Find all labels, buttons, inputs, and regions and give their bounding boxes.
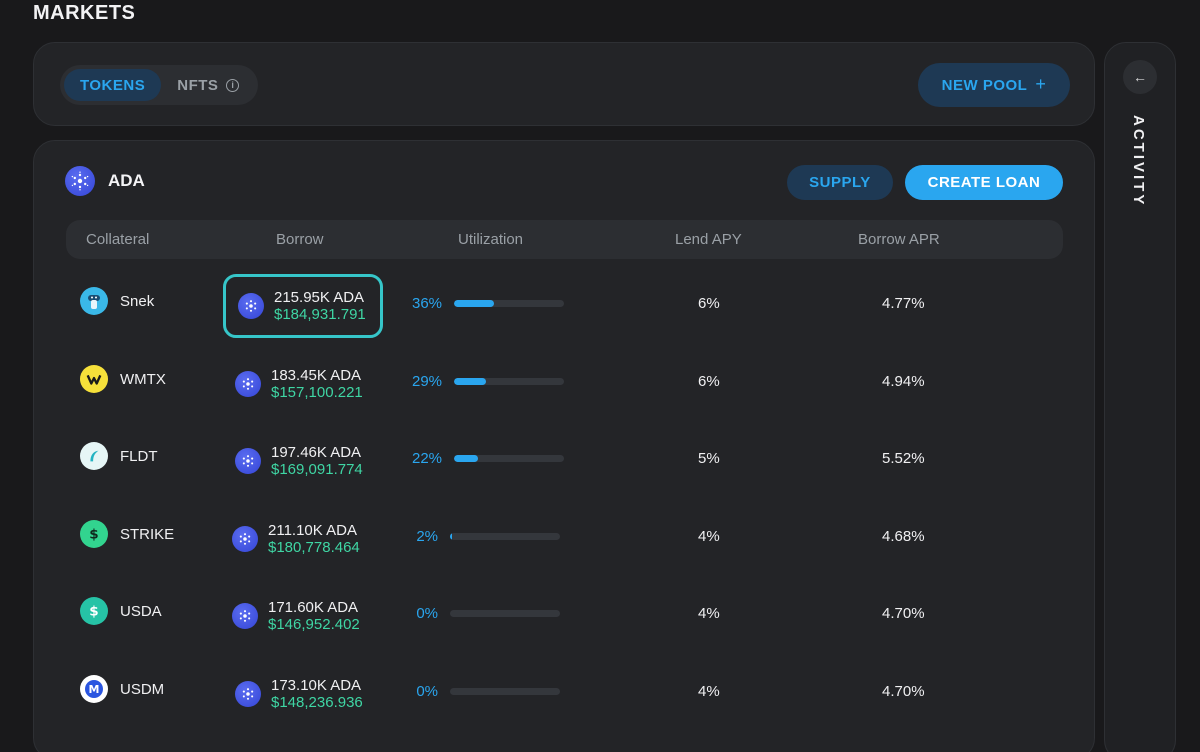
borrow-usd: $146,952.402 [268,616,360,633]
lend-apy: 4% [698,605,720,622]
svg-text:M: M [89,683,100,696]
borrow-amount: 197.46K ADA [271,444,362,461]
cardano-icon [235,448,261,474]
collateral-name: USDM [120,680,165,698]
table-row[interactable]: $ STRIKE 211.10K ADA $180,778.464 2% 4% … [34,502,1094,568]
market-tabs: TOKENS NFTS i [60,65,258,105]
collateral-name: USDA [120,602,162,620]
borrow-apr: 4.77% [882,295,925,312]
borrow-usd: $157,100.221 [271,384,363,401]
table-row[interactable]: Snek 215.95K ADA $184,931.791 36% 6% 4.7… [34,269,1094,338]
borrow-usd: $148,236.936 [271,694,363,711]
borrow-amount: 211.10K ADA [268,522,357,539]
borrow-cell[interactable]: 211.10K ADA $180,778.464 [220,507,374,571]
pool-name: ADA [108,171,145,190]
supply-button[interactable]: SUPPLY [787,165,893,200]
utilization-percent: 36% [412,295,443,312]
borrow-apr: 4.70% [882,683,925,700]
header-borrow-apr: Borrow APR [858,231,940,248]
usdm-icon: M [80,675,108,703]
new-pool-button[interactable]: NEW POOL + [918,63,1070,107]
collateral-name: FLDT [120,447,158,465]
borrow-usd: $184,931.791 [274,306,366,323]
utilization-percent: 2% [416,528,438,545]
lend-apy: 4% [698,683,720,700]
borrow-amount: 215.95K ADA [274,289,365,306]
tab-nfts-label: NFTS [177,76,219,94]
utilization-bar [450,533,560,540]
lend-apy: 5% [698,450,720,467]
borrow-amount: 173.10K ADA [271,677,362,694]
table-header: Collateral Borrow Utilization Lend APY B… [66,220,1063,259]
strike-icon: $ [80,520,108,548]
borrow-apr: 4.70% [882,605,925,622]
borrow-apr: 4.68% [882,528,925,545]
cardano-icon [232,526,258,552]
utilization-fill [454,455,479,462]
snek-icon [80,287,108,315]
usda-icon: $ [80,597,108,625]
lend-apy: 4% [698,528,720,545]
borrow-apr: 5.52% [882,450,925,467]
utilization-percent: 0% [416,605,438,622]
fldt-icon [80,442,108,470]
utilization-percent: 29% [412,373,443,390]
header-lend-apy: Lend APY [675,231,742,248]
tab-tokens[interactable]: TOKENS [64,69,162,101]
activity-panel: ← ACTIVITY [1104,42,1176,752]
header-borrow: Borrow [276,231,324,248]
utilization-percent: 0% [416,683,438,700]
lend-apy: 6% [698,295,720,312]
svg-text:$: $ [89,604,98,620]
borrow-cell[interactable]: 197.46K ADA $169,091.774 [223,429,377,493]
collateral-name: STRIKE [120,525,175,543]
wmtx-icon [80,365,108,393]
cardano-icon [235,371,261,397]
utilization-fill [450,533,452,540]
table-row[interactable]: FLDT 197.46K ADA $169,091.774 22% 5% 5.5… [34,424,1094,490]
plus-icon: + [1035,73,1047,94]
borrow-cell[interactable]: 215.95K ADA $184,931.791 [223,274,383,338]
arrow-left-icon[interactable]: ← [1123,60,1157,94]
collateral-name: Snek [120,292,155,310]
market-type-card: TOKENS NFTS i NEW POOL + [33,42,1095,126]
utilization-bar [450,688,560,695]
activity-label: ACTIVITY [1130,115,1147,208]
utilization-fill [454,378,486,385]
utilization-bar [454,300,564,307]
info-icon[interactable]: i [226,78,240,92]
collateral-name: WMTX [120,370,166,388]
pool-card: ADA SUPPLY CREATE LOAN Collateral Borrow… [33,140,1095,752]
borrow-apr: 4.94% [882,373,925,390]
borrow-cell[interactable]: 183.45K ADA $157,100.221 [223,352,377,416]
cardano-icon [238,293,264,319]
tab-tokens-label: TOKENS [80,76,146,94]
borrow-usd: $169,091.774 [271,461,363,478]
header-collateral: Collateral [86,231,150,248]
svg-text:$: $ [89,527,98,543]
table-row[interactable]: $ USDA 171.60K ADA $146,952.402 0% 4% 4.… [34,579,1094,645]
header-utilization: Utilization [458,231,524,248]
tab-nfts[interactable]: NFTS i [161,69,255,101]
borrow-amount: 183.45K ADA [271,367,362,384]
utilization-bar [454,455,564,462]
table-row[interactable]: M USDM 173.10K ADA $148,236.936 0% 4% 4.… [34,657,1094,723]
cardano-icon [232,603,258,629]
create-loan-button[interactable]: CREATE LOAN [905,165,1063,200]
new-pool-label: NEW POOL [941,76,1028,94]
cardano-icon [235,681,261,707]
utilization-bar [450,610,560,617]
borrow-cell[interactable]: 171.60K ADA $146,952.402 [220,584,374,648]
borrow-amount: 171.60K ADA [268,599,359,616]
utilization-percent: 22% [412,450,443,467]
utilization-bar [454,378,564,385]
utilization-fill [454,300,494,307]
cardano-icon [65,166,95,196]
table-row[interactable]: WMTX 183.45K ADA $157,100.221 29% 6% 4.9… [34,347,1094,413]
page-title: MARKETS [33,2,136,24]
borrow-cell[interactable]: 173.10K ADA $148,236.936 [223,662,377,726]
borrow-usd: $180,778.464 [268,539,360,556]
lend-apy: 6% [698,373,720,390]
